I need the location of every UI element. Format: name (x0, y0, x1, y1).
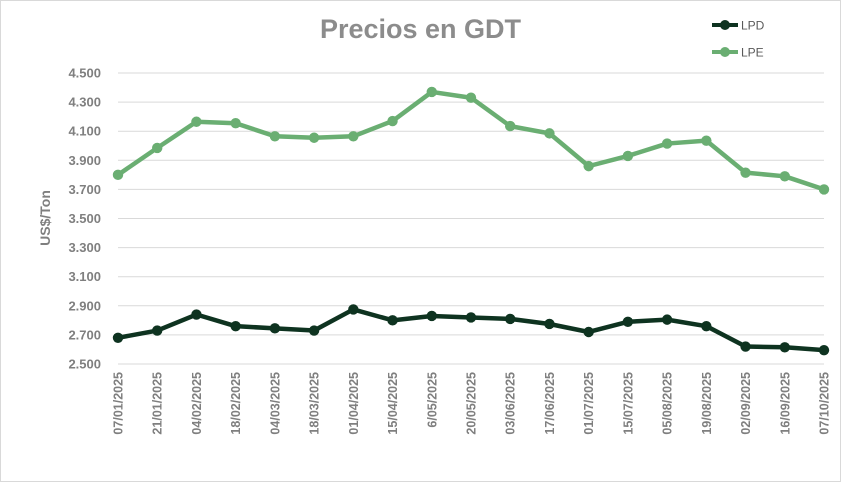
y-tick-label: 4.500 (68, 66, 101, 81)
data-point (622, 316, 634, 328)
data-point (583, 160, 594, 172)
data-point (505, 120, 516, 132)
legend-label: LPD (741, 19, 765, 33)
data-point (544, 318, 555, 330)
y-tick-label: 4.300 (68, 95, 101, 110)
data-point (505, 313, 516, 325)
y-tick-label: 3.500 (68, 211, 101, 226)
x-tick-label: 16/09/2025 (778, 372, 792, 435)
legend-item-lpe: LPE (712, 46, 764, 60)
x-tick-label: 18/02/2025 (229, 372, 243, 435)
y-tick-label: 2.500 (68, 357, 101, 372)
data-point (152, 142, 163, 154)
x-tick-label: 6/05/2025 (425, 372, 439, 428)
y-tick-label: 2.700 (68, 327, 101, 342)
data-point (308, 132, 320, 143)
y-tick-label: 3.900 (68, 153, 101, 168)
legend: LPD LPE (712, 19, 765, 60)
x-tick-label: 01/04/2025 (347, 372, 361, 435)
y-axis-ticks: 2.500 2.700 2.900 3.100 3.300 3.500 3.700 3.900… (68, 66, 101, 372)
data-point (779, 342, 790, 353)
gridlines (118, 72, 824, 365)
x-tick-label: 07/10/2025 (818, 372, 832, 435)
data-point (112, 332, 124, 344)
data-point (191, 116, 202, 127)
data-point (308, 325, 320, 336)
legend-swatch-marker (720, 47, 730, 57)
data-point (348, 131, 359, 142)
legend-swatch-marker (720, 20, 730, 30)
x-tick-label: 01/07/2025 (582, 372, 596, 435)
data-point (701, 320, 712, 332)
x-tick-label: 17/06/2025 (543, 372, 557, 435)
x-tick-label: 19/08/2025 (700, 372, 714, 435)
x-tick-label: 05/08/2025 (661, 372, 675, 435)
data-point (465, 92, 477, 103)
data-point (387, 115, 398, 127)
data-point (583, 326, 594, 338)
data-point (152, 325, 163, 336)
series-lpe (112, 86, 830, 195)
data-point (740, 167, 751, 178)
y-axis-label: US$/Ton (37, 190, 53, 246)
x-tick-label: 20/05/2025 (465, 372, 479, 435)
legend-item-lpd: LPD (712, 19, 765, 33)
x-tick-label: 07/01/2025 (112, 372, 126, 435)
legend-label: LPE (741, 46, 764, 60)
x-tick-label: 04/02/2025 (190, 372, 204, 435)
data-point (191, 309, 202, 320)
series-layer (112, 86, 830, 356)
data-point (661, 314, 673, 325)
data-point (544, 128, 555, 139)
x-tick-label: 15/04/2025 (386, 372, 400, 435)
data-point (387, 315, 398, 326)
data-point (465, 312, 477, 323)
data-point (426, 310, 437, 322)
data-point (818, 184, 830, 195)
data-point (269, 323, 281, 334)
data-point (740, 341, 751, 352)
x-tick-label: 03/06/2025 (504, 372, 518, 435)
y-tick-label: 3.100 (68, 269, 101, 284)
x-axis-ticks: 07/01/2025 21/01/2025 04/02/2025 18/02/2025… (112, 372, 832, 435)
y-tick-label: 2.900 (68, 298, 101, 313)
data-point (818, 344, 830, 356)
y-tick-label: 4.100 (68, 124, 101, 139)
data-point (230, 320, 241, 332)
data-point (230, 117, 241, 129)
series-line-lpe (115, 89, 827, 192)
data-point (622, 150, 634, 162)
y-tick-label: 3.300 (68, 240, 101, 255)
x-tick-label: 15/07/2025 (621, 372, 635, 435)
data-point (661, 138, 673, 149)
series-lpd (112, 304, 830, 356)
data-point (348, 304, 359, 315)
x-tick-label: 21/01/2025 (151, 372, 165, 435)
data-point (112, 169, 124, 181)
x-tick-label: 04/03/2025 (268, 372, 282, 435)
x-tick-label: 18/03/2025 (308, 372, 322, 435)
data-point (701, 135, 712, 146)
data-point (426, 86, 437, 98)
x-tick-label: 02/09/2025 (739, 372, 753, 435)
y-tick-label: 3.700 (68, 182, 101, 197)
data-point (779, 171, 790, 182)
data-point (269, 131, 281, 142)
chart-title: Precios en GDT (319, 14, 522, 44)
